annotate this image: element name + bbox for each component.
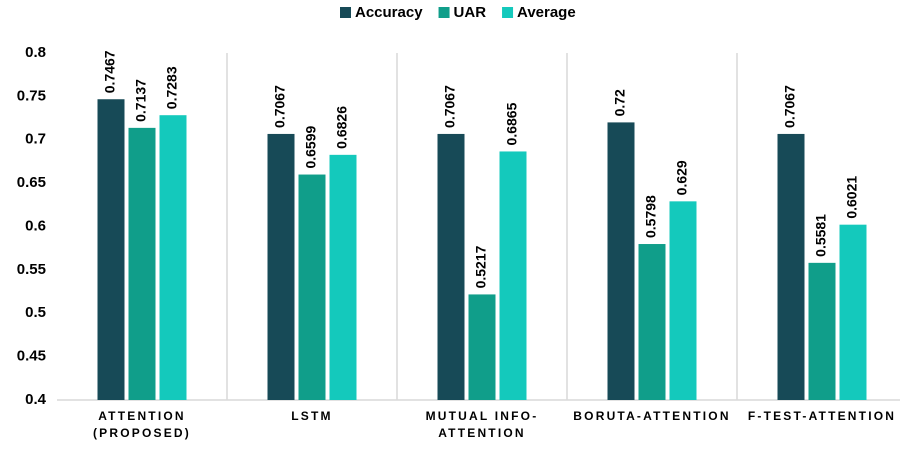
bar (267, 133, 295, 400)
y-tick-label: 0.6 (25, 217, 46, 234)
bar (499, 151, 527, 400)
bar (329, 154, 357, 400)
y-tick-label: 0.45 (17, 348, 46, 365)
y-tick-label: 0.65 (17, 174, 46, 191)
data-label: 0.6021 (844, 176, 860, 219)
bar (97, 99, 125, 401)
data-label: 0.6599 (303, 126, 319, 169)
bar (808, 262, 836, 400)
legend-label: Accuracy (355, 4, 423, 21)
x-tick-label: ATTENTION (PROPOSED) (92, 409, 191, 440)
bar (839, 224, 867, 400)
bar (638, 244, 666, 400)
y-tick-label: 0.4 (25, 391, 47, 408)
data-label: 0.6826 (334, 106, 350, 149)
y-tick-label: 0.75 (17, 87, 46, 104)
data-label: 0.7467 (102, 50, 118, 93)
y-tick-label: 0.55 (17, 261, 46, 278)
x-tick-label: MUTUAL INFO-ATTENTION (425, 409, 539, 440)
bar (159, 115, 187, 400)
bar (437, 133, 465, 400)
y-tick-label: 0.7 (25, 131, 46, 148)
legend-label: UAR (454, 4, 487, 21)
y-tick-label: 0.5 (25, 304, 46, 321)
bar (468, 294, 496, 400)
legend-swatch (438, 7, 450, 18)
data-label: 0.72 (612, 89, 628, 116)
bar (607, 122, 635, 401)
legend-label: Average (517, 4, 576, 21)
data-label: 0.5798 (643, 195, 659, 238)
data-label: 0.5217 (473, 245, 489, 288)
data-label: 0.5581 (813, 214, 829, 257)
data-label: 0.7137 (133, 79, 149, 122)
bar (128, 127, 156, 401)
bar (298, 174, 326, 400)
data-label: 0.7067 (272, 85, 288, 128)
bar (669, 201, 697, 400)
legend-swatch (340, 7, 351, 18)
y-tick-label: 0.8 (25, 44, 46, 61)
legend-swatch (502, 7, 514, 18)
x-tick-label: F-TEST-ATTENTION (747, 409, 897, 423)
data-label: 0.7283 (164, 66, 180, 109)
data-label: 0.629 (674, 160, 690, 195)
x-tick-label: LSTM (291, 409, 333, 423)
data-label: 0.7067 (782, 85, 798, 128)
data-label: 0.7067 (442, 85, 458, 128)
data-label: 0.6865 (504, 102, 520, 145)
x-tick-label: BORUTA-ATTENTION (573, 409, 731, 423)
bar (777, 133, 805, 400)
